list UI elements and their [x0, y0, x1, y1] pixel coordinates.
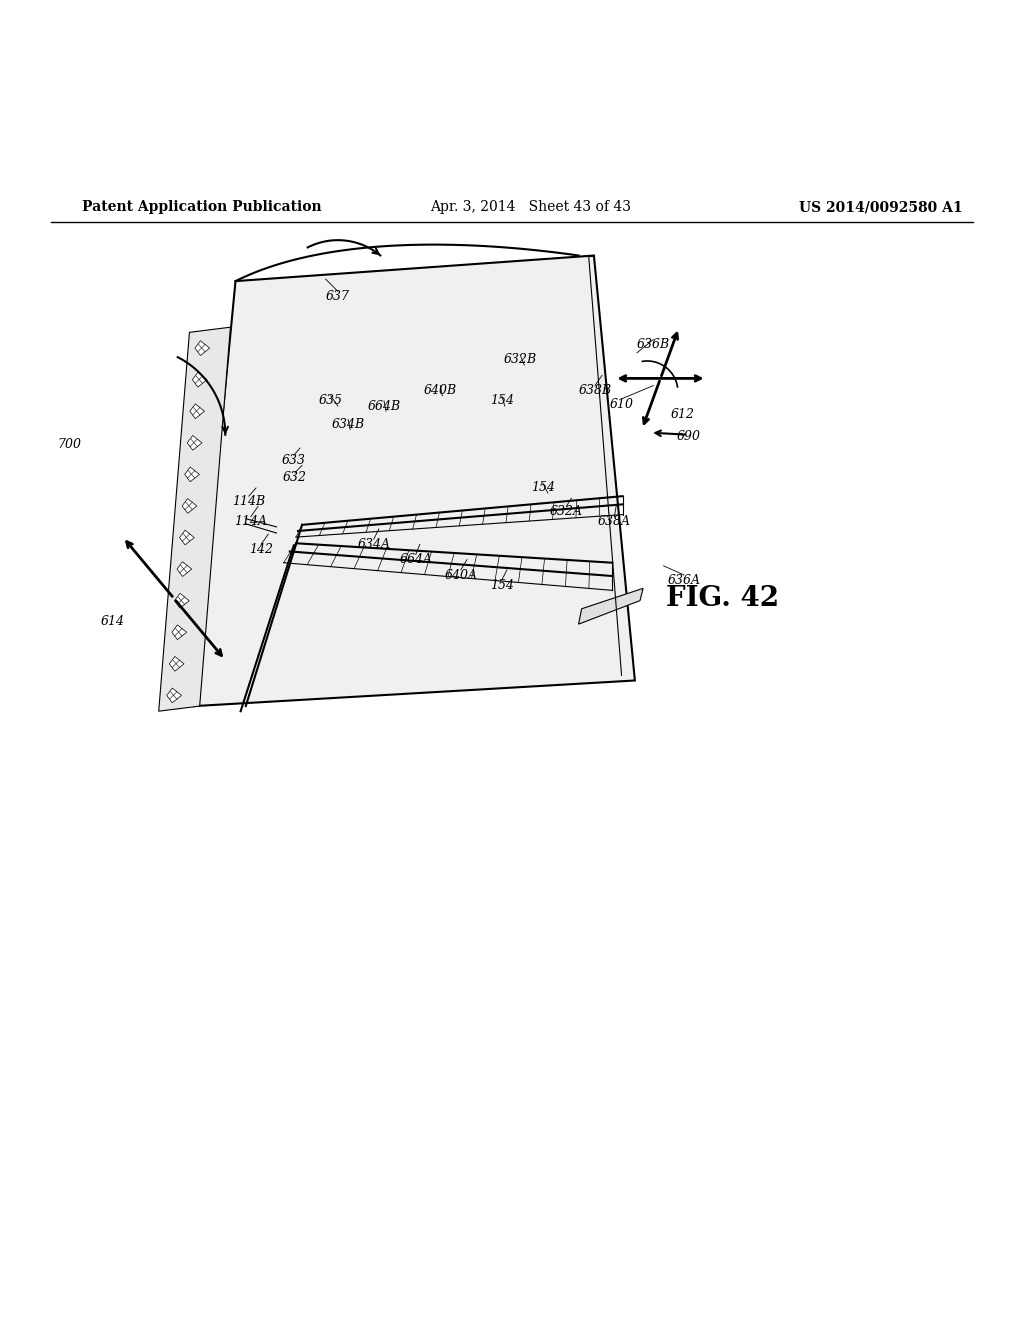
Text: Apr. 3, 2014   Sheet 43 of 43: Apr. 3, 2014 Sheet 43 of 43 [430, 201, 631, 214]
Polygon shape [189, 404, 205, 418]
Polygon shape [579, 589, 643, 624]
Text: 610: 610 [609, 397, 634, 411]
Text: 640B: 640B [424, 384, 457, 397]
Text: 154: 154 [530, 482, 555, 495]
Text: 637: 637 [326, 290, 350, 304]
Text: 690: 690 [676, 430, 700, 444]
Polygon shape [187, 436, 202, 450]
Text: 632A: 632A [550, 506, 583, 517]
Text: Patent Application Publication: Patent Application Publication [82, 201, 322, 214]
Text: 114B: 114B [232, 495, 265, 508]
Text: US 2014/0092580 A1: US 2014/0092580 A1 [799, 201, 963, 214]
Text: 638B: 638B [579, 384, 611, 397]
Text: 114A: 114A [234, 515, 267, 528]
Text: 633: 633 [282, 454, 306, 467]
Polygon shape [193, 372, 207, 387]
Polygon shape [177, 562, 191, 577]
Polygon shape [167, 688, 181, 702]
Text: 632: 632 [283, 471, 307, 484]
Text: 635: 635 [318, 395, 343, 408]
Text: 636B: 636B [637, 338, 670, 351]
Polygon shape [179, 531, 195, 545]
Text: 634B: 634B [332, 418, 365, 430]
Text: FIG. 42: FIG. 42 [666, 585, 778, 612]
Text: 632B: 632B [504, 354, 537, 367]
Text: 700: 700 [57, 438, 82, 451]
Polygon shape [195, 256, 635, 706]
Text: 612: 612 [671, 408, 695, 421]
Polygon shape [182, 499, 197, 513]
Text: 142: 142 [249, 543, 273, 556]
Text: 664A: 664A [399, 553, 432, 566]
Text: 634A: 634A [357, 537, 390, 550]
Text: 614: 614 [100, 615, 125, 627]
Text: 640A: 640A [444, 569, 477, 582]
Text: 638A: 638A [598, 515, 631, 528]
Text: 636A: 636A [668, 574, 700, 586]
Polygon shape [172, 624, 186, 640]
Polygon shape [169, 656, 184, 671]
Polygon shape [184, 467, 200, 482]
Text: 154: 154 [489, 395, 514, 408]
Polygon shape [159, 327, 230, 711]
Text: 664B: 664B [368, 400, 400, 413]
Polygon shape [195, 341, 210, 355]
Text: 154: 154 [489, 578, 514, 591]
Polygon shape [174, 593, 189, 609]
